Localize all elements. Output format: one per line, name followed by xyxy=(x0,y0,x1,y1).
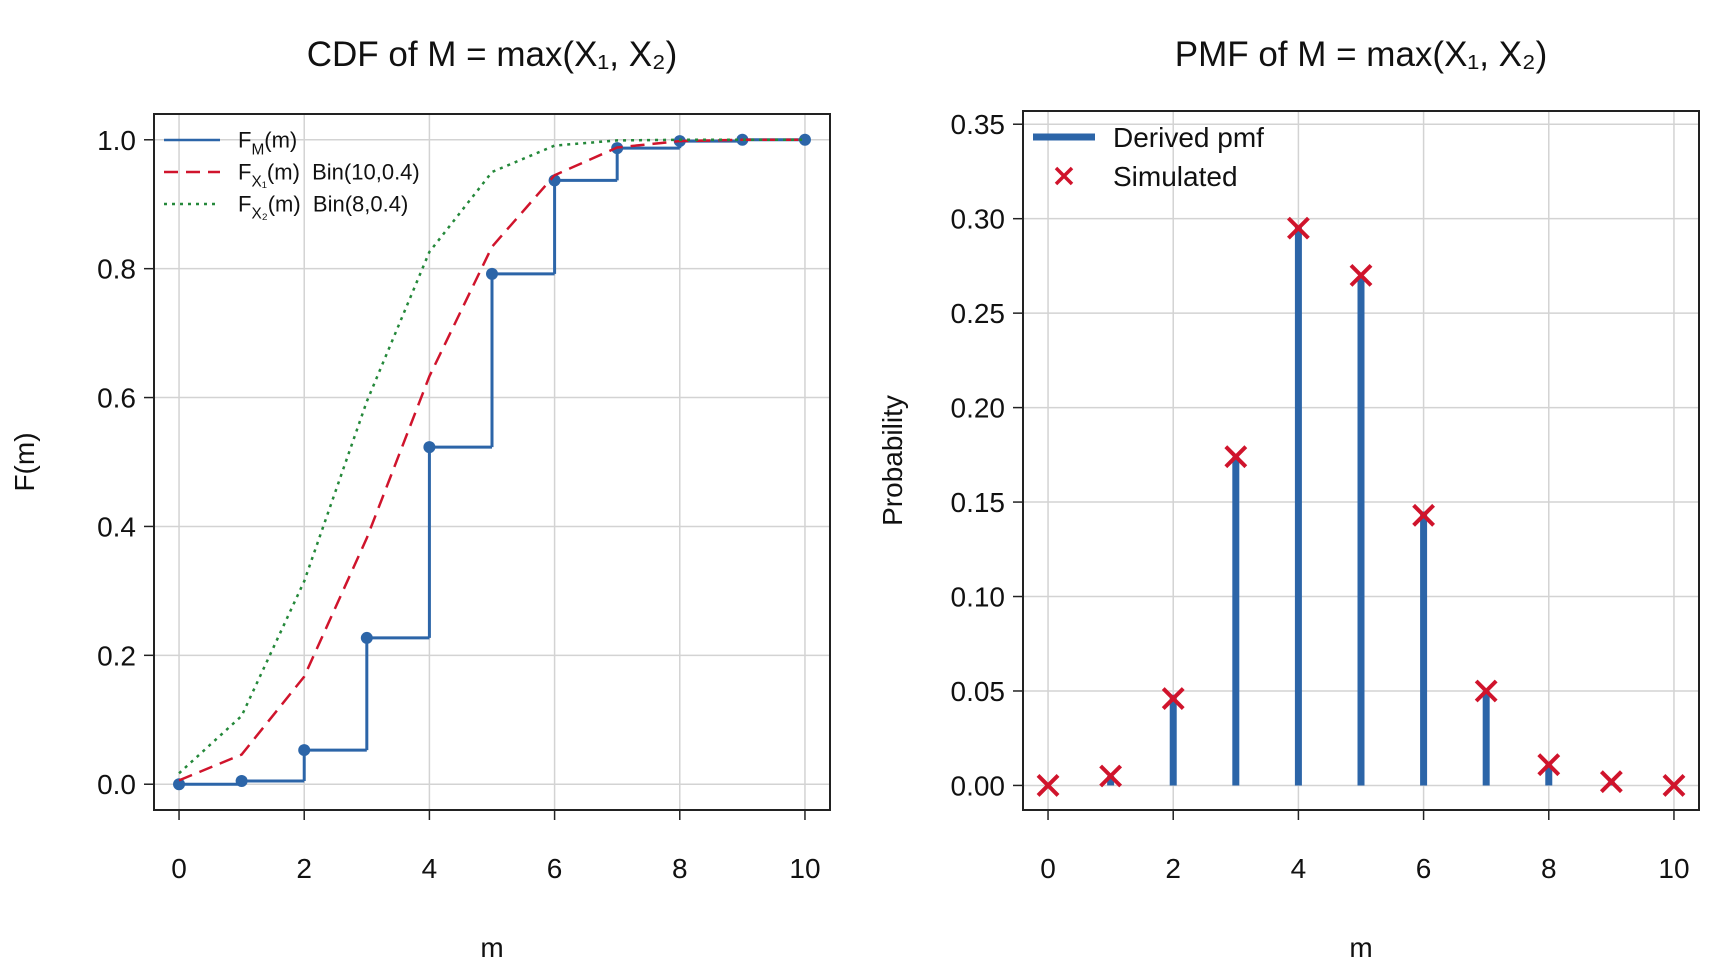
y-tick-label: 0.10 xyxy=(951,582,1006,613)
legend-label-part: F xyxy=(238,128,251,153)
x-tick-label: 2 xyxy=(296,853,312,884)
x-tick-label: 2 xyxy=(1165,853,1181,884)
step-point xyxy=(298,744,311,757)
panel: CDF of M = max(X₁, X₂)mF(m)0 2 4 6 8 100.00.2… xyxy=(9,35,831,960)
legend-label: Derived pmf xyxy=(1113,122,1264,153)
y-tick-label: 0.35 xyxy=(951,109,1006,140)
y-tick-label: 0.4 xyxy=(97,511,136,542)
legend-label: FM(m) xyxy=(238,128,297,159)
step-point xyxy=(423,441,436,454)
legend-label-part: X₂ xyxy=(251,205,267,222)
step-point xyxy=(173,778,186,791)
legend-label-part: Simulated xyxy=(1113,161,1238,192)
chart-title: CDF of M = max(X₁, X₂) xyxy=(307,35,678,74)
legend-marker xyxy=(1054,166,1074,186)
simulated-point xyxy=(1036,774,1060,797)
cdf-line xyxy=(178,138,805,775)
y-tick-label: 1.0 xyxy=(97,125,136,156)
simulated-point xyxy=(1224,445,1248,469)
y-tick-label: 0.6 xyxy=(97,383,136,414)
simulated-point xyxy=(1599,770,1623,794)
plot-frame xyxy=(1022,110,1700,811)
legend-label-part: (m) Bin(10,0.4) xyxy=(267,160,420,185)
y-tick-label: 0.05 xyxy=(951,676,1006,707)
x-tick-label: 0 xyxy=(1040,853,1056,884)
y-tick-label: 0.0 xyxy=(97,769,136,800)
step-point xyxy=(798,133,811,146)
simulated-point xyxy=(1537,753,1561,777)
simulated-point xyxy=(1412,503,1436,527)
legend-label-part: (m) xyxy=(264,128,297,153)
step-point xyxy=(486,267,498,280)
panel: PMF of M = max(X₁, X₂) m Probability 0 2 4 6 8 1… xyxy=(877,35,1700,960)
x-tick-label: 4 xyxy=(422,853,438,884)
x-tick-label: 6 xyxy=(1416,853,1432,884)
x-tick-label: 0 xyxy=(171,853,187,884)
cdf-line xyxy=(178,138,805,782)
y-tick-label: 0.30 xyxy=(951,204,1006,235)
legend-label-part: (m) Bin(8,0.4) xyxy=(268,192,409,217)
step-point xyxy=(235,775,248,787)
legend-label-part: Derived pmf xyxy=(1113,122,1264,153)
simulated-point xyxy=(1286,216,1310,240)
legend-label-part: M xyxy=(251,141,264,158)
y-tick-label: 0.2 xyxy=(97,640,136,671)
legend-label: FX₂(m) Bin(8,0.4) xyxy=(238,192,408,223)
x-tick-label: 4 xyxy=(1291,853,1307,884)
simulated-point xyxy=(1349,263,1373,287)
simulated-point xyxy=(1099,764,1123,788)
x-axis-label: m xyxy=(480,932,503,960)
y-axis-label: F(m) xyxy=(9,432,40,491)
x-axis-label: m xyxy=(1349,932,1372,960)
simulated-point xyxy=(1662,774,1686,797)
legend-label-part: X₁ xyxy=(251,173,266,190)
y-tick-label: 0.15 xyxy=(951,487,1006,518)
step-point xyxy=(360,631,373,644)
plot-frame xyxy=(153,113,831,811)
y-axis-label: Probability xyxy=(877,395,908,526)
legend-label: Simulated xyxy=(1113,161,1238,192)
x-tick-label: 10 xyxy=(789,853,820,884)
chart-title: PMF of M = max(X₁, X₂) xyxy=(1175,35,1548,74)
legend-label-part: F xyxy=(238,192,251,217)
y-tick-label: 0.20 xyxy=(951,393,1006,424)
simulated-point xyxy=(1474,679,1498,703)
legend-label-part: F xyxy=(238,160,251,185)
simulated-point xyxy=(1161,687,1185,710)
x-tick-label: 6 xyxy=(547,853,563,884)
legend-label: FX₁(m) Bin(10,0.4) xyxy=(238,160,420,191)
x-tick-label: 8 xyxy=(1541,853,1557,884)
x-tick-label: 8 xyxy=(672,853,688,884)
y-tick-label: 0.8 xyxy=(97,254,136,285)
y-tick-label: 0.25 xyxy=(951,298,1006,329)
x-tick-label: 10 xyxy=(1658,853,1689,884)
y-tick-label: 0.00 xyxy=(951,770,1006,801)
